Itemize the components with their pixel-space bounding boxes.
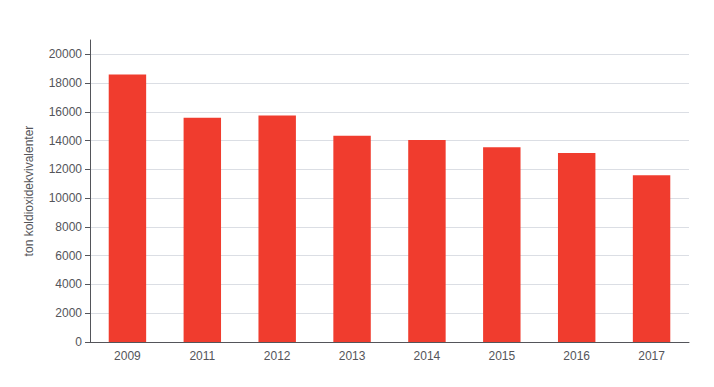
- svg-text:0: 0: [75, 335, 82, 349]
- svg-text:20000: 20000: [49, 47, 83, 61]
- svg-text:2000: 2000: [55, 306, 82, 320]
- svg-text:2009: 2009: [114, 349, 141, 363]
- svg-text:8000: 8000: [55, 220, 82, 234]
- svg-text:12000: 12000: [49, 162, 83, 176]
- svg-text:2016: 2016: [563, 349, 590, 363]
- svg-text:2011: 2011: [189, 349, 215, 363]
- svg-text:4000: 4000: [55, 277, 82, 291]
- svg-text:2012: 2012: [264, 349, 291, 363]
- svg-text:2015: 2015: [488, 349, 515, 363]
- svg-text:2013: 2013: [339, 349, 366, 363]
- svg-text:16000: 16000: [49, 105, 83, 119]
- svg-text:6000: 6000: [55, 249, 82, 263]
- svg-text:ton koldioxidekvivalenter: ton koldioxidekvivalenter: [22, 126, 36, 257]
- svg-text:14000: 14000: [49, 134, 83, 148]
- svg-text:10000: 10000: [49, 191, 83, 205]
- svg-text:2014: 2014: [414, 349, 441, 363]
- svg-text:18000: 18000: [49, 76, 83, 90]
- svg-text:2017: 2017: [638, 349, 665, 363]
